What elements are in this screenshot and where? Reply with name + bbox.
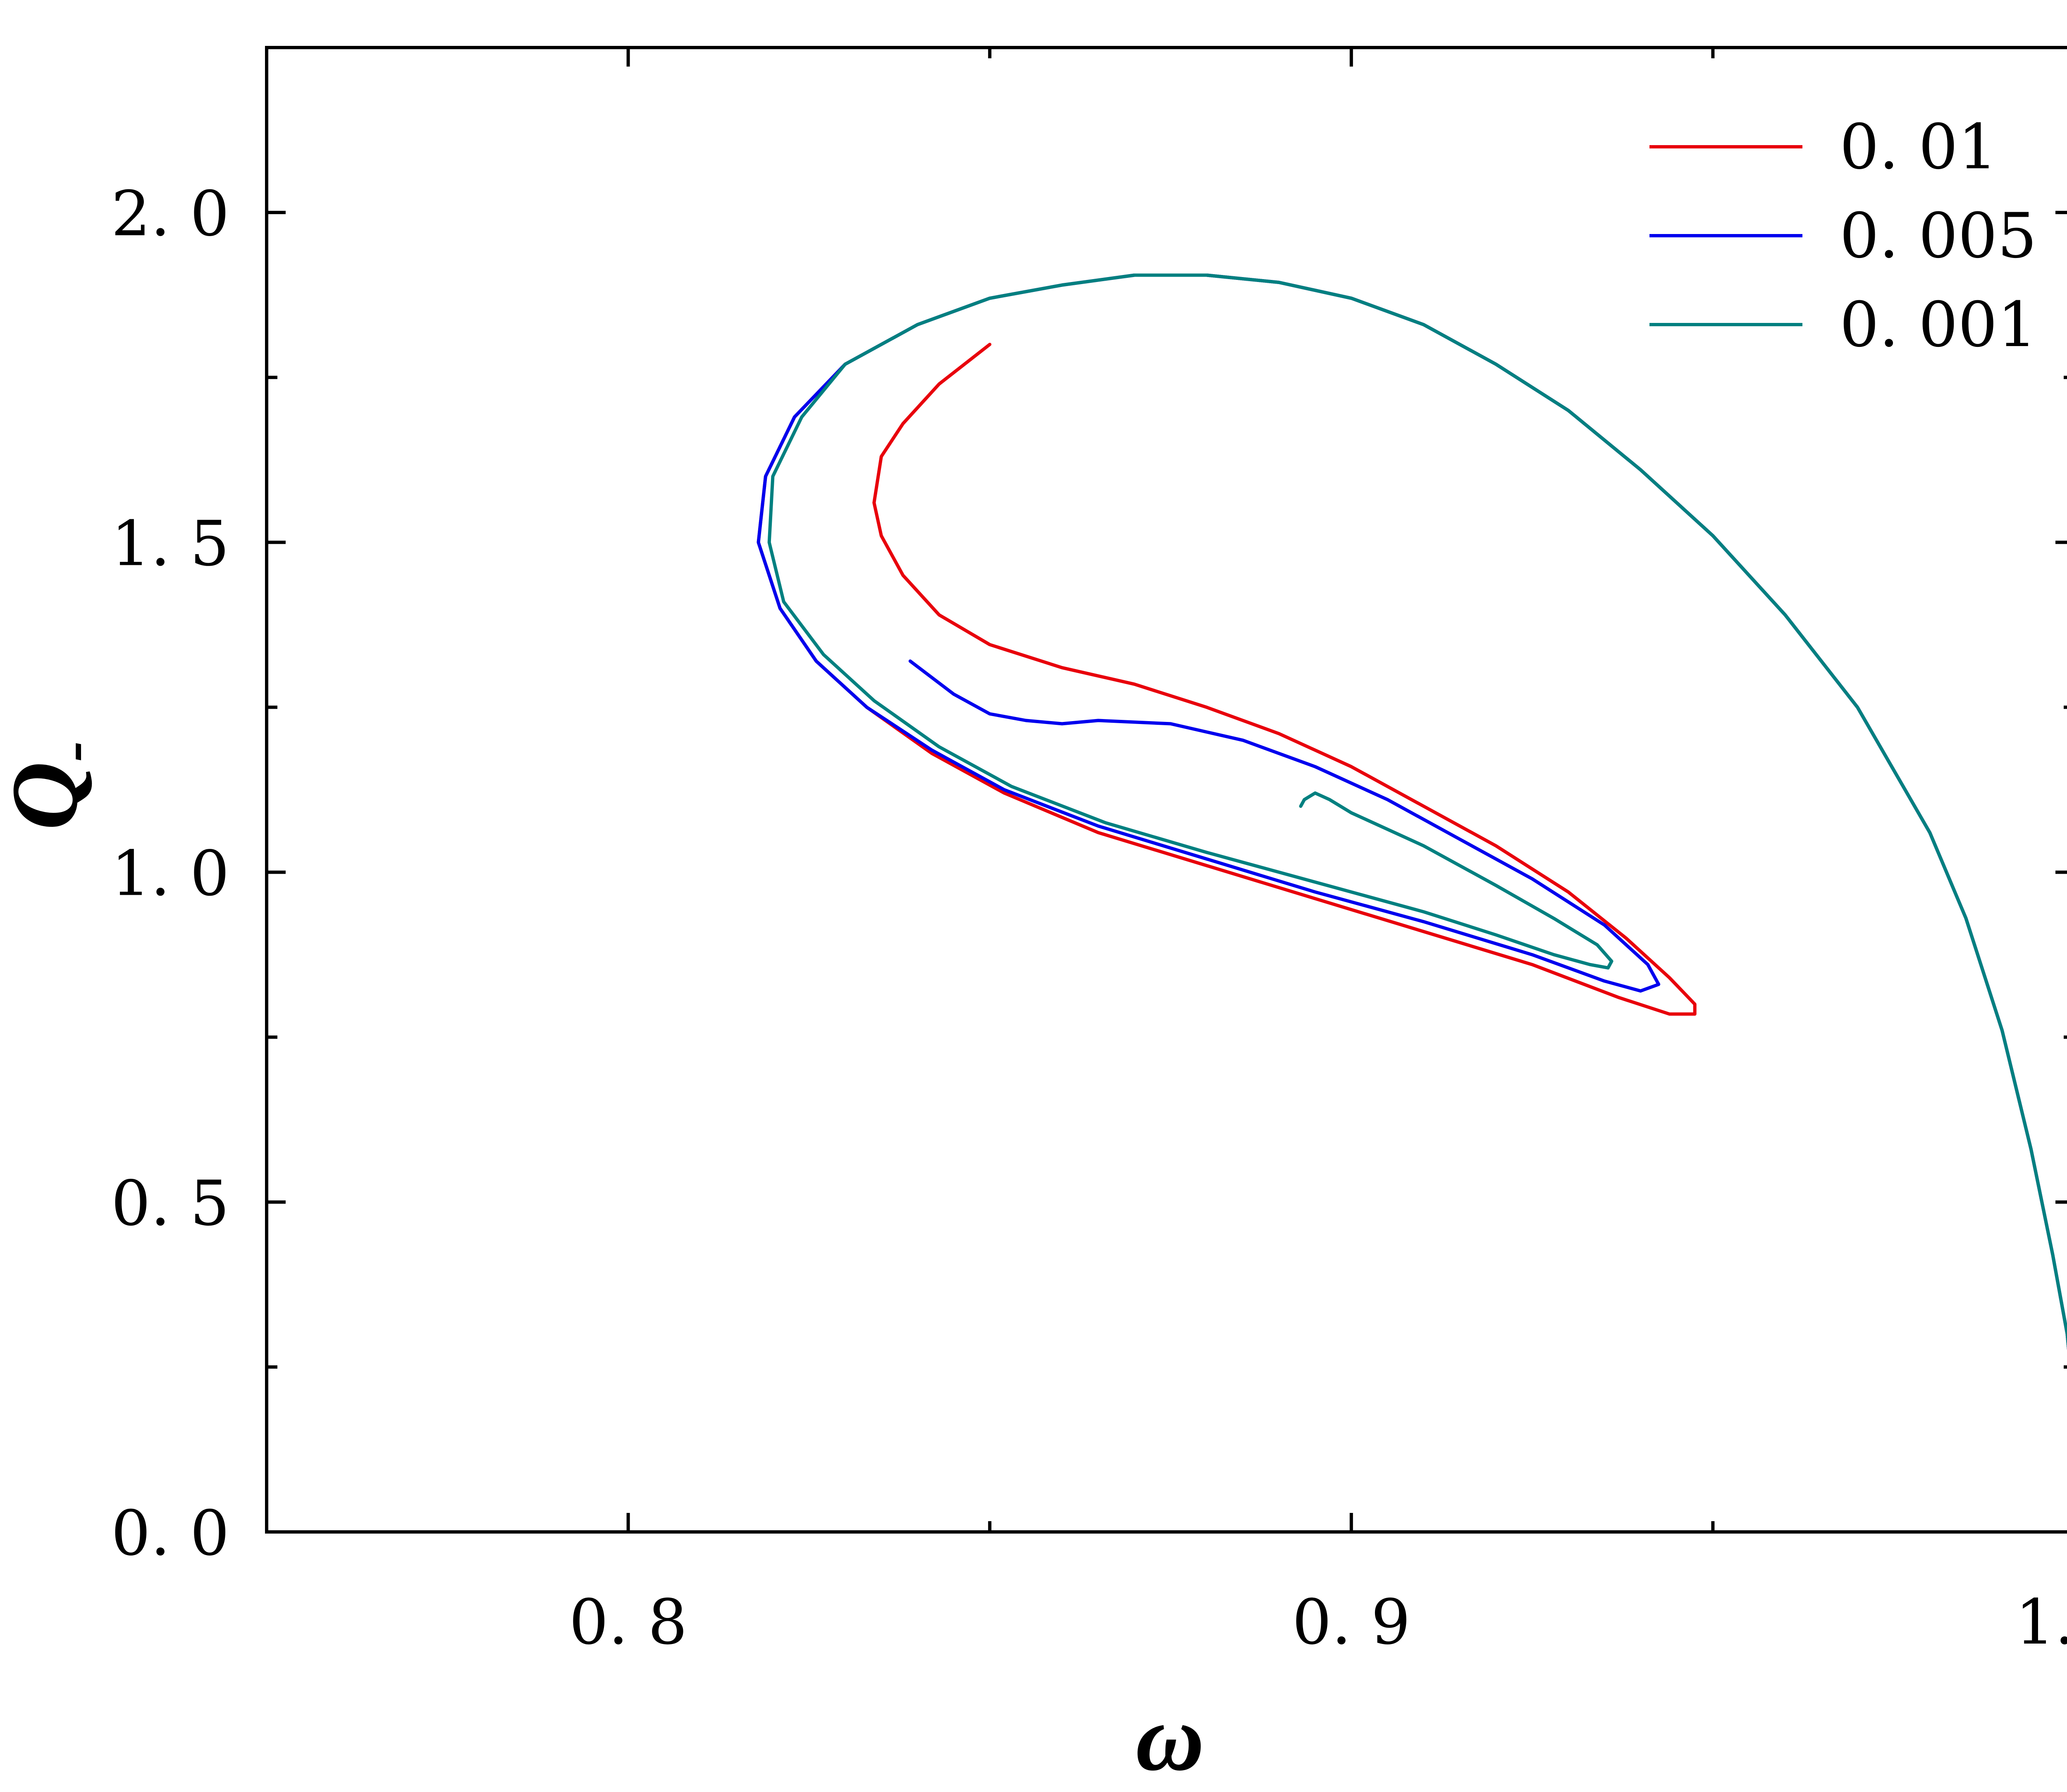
- x-tick-label-3: 1. 0: [2015, 1587, 2067, 1658]
- plot-frame: [265, 46, 2067, 1534]
- legend-label-1: 0. 01: [1840, 111, 1998, 183]
- x-tick-label-1: 0. 8: [569, 1587, 687, 1658]
- legend-label-2: 0. 005: [1840, 200, 2037, 272]
- series-line-3: [767, 273, 2067, 1350]
- y-axis-title-subscript: -: [38, 741, 107, 762]
- svg-text:Q-: Q-: [0, 741, 107, 830]
- series-layer: [757, 273, 2067, 1350]
- y-axis-title-main: Q: [0, 762, 97, 830]
- y-axis-title: Q-: [0, 741, 107, 830]
- x-axis-title: ω: [1136, 1685, 1204, 1790]
- y-tick-label-2: 0. 5: [111, 1168, 229, 1240]
- x-tick-label-2: 0. 9: [1292, 1587, 1411, 1658]
- ticks-layer: 0. 8 0. 9 1. 0 0. 0 0. 5 1. 0 1. 5 2. 0: [111, 48, 2067, 1658]
- y-tick-label-1: 0. 0: [111, 1498, 229, 1570]
- legend: 0. 01 0. 005 0. 001: [1649, 111, 2037, 361]
- y-tick-label-3: 1. 0: [111, 838, 229, 910]
- y-tick-label-5: 2. 0: [111, 178, 229, 250]
- legend-label-3: 0. 001: [1840, 289, 2037, 361]
- y-tick-label-4: 1. 5: [111, 508, 229, 580]
